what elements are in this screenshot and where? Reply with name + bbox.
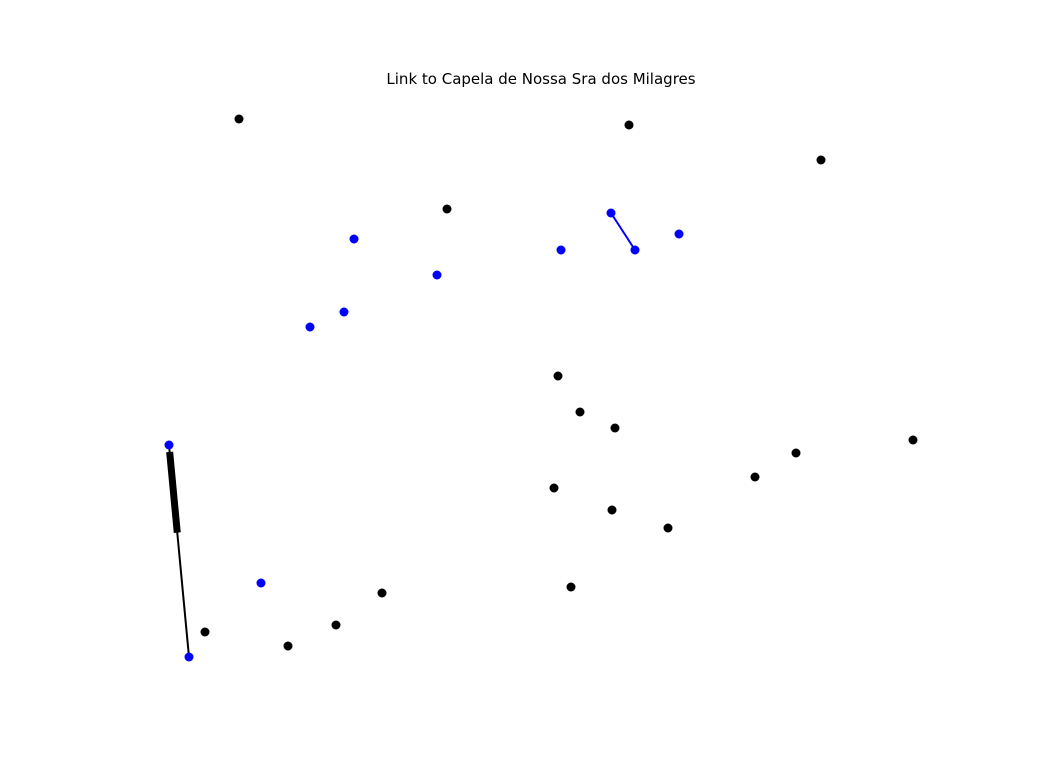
graph-node-n21 <box>607 505 617 515</box>
figure-title: Link to Capela de Nossa Sra dos Milagres <box>386 70 695 88</box>
graph-edge-n10-n11 <box>610 212 636 251</box>
graph-node-n28 <box>200 627 210 637</box>
graph-node-n2 <box>624 120 634 130</box>
graph-edge-arrowhead-n27-n16 <box>166 451 181 533</box>
graph-node-n5 <box>349 234 359 244</box>
graph-node-n6 <box>432 270 442 280</box>
edges-layer <box>166 212 636 658</box>
graph-node-n1 <box>234 114 244 124</box>
graph-node-n20 <box>549 483 559 493</box>
graph-node-n17 <box>908 435 918 445</box>
nodes-layer <box>164 114 918 662</box>
graph-node-n4 <box>442 204 452 214</box>
graph-node-n22 <box>663 523 673 533</box>
graph-node-n12 <box>674 229 684 239</box>
graph-node-n13 <box>553 371 563 381</box>
graph-node-n7 <box>339 307 349 317</box>
graph-node-n8 <box>305 322 315 332</box>
graph-node-n29 <box>283 641 293 651</box>
graph-node-n9 <box>556 245 566 255</box>
graph-node-n18 <box>791 448 801 458</box>
graph-node-n14 <box>575 407 585 417</box>
graph-node-n24 <box>566 582 576 592</box>
graph-node-n25 <box>377 588 387 598</box>
graph-node-n16 <box>164 440 174 450</box>
graph-node-n27 <box>184 652 194 662</box>
graph-node-n23 <box>256 578 266 588</box>
graph-node-n15 <box>610 423 620 433</box>
graph-node-n19 <box>750 472 760 482</box>
graph-node-n26 <box>331 620 341 630</box>
graph-node-n3 <box>816 155 826 165</box>
graph-node-n10 <box>606 208 616 218</box>
graph-node-n11 <box>630 245 640 255</box>
